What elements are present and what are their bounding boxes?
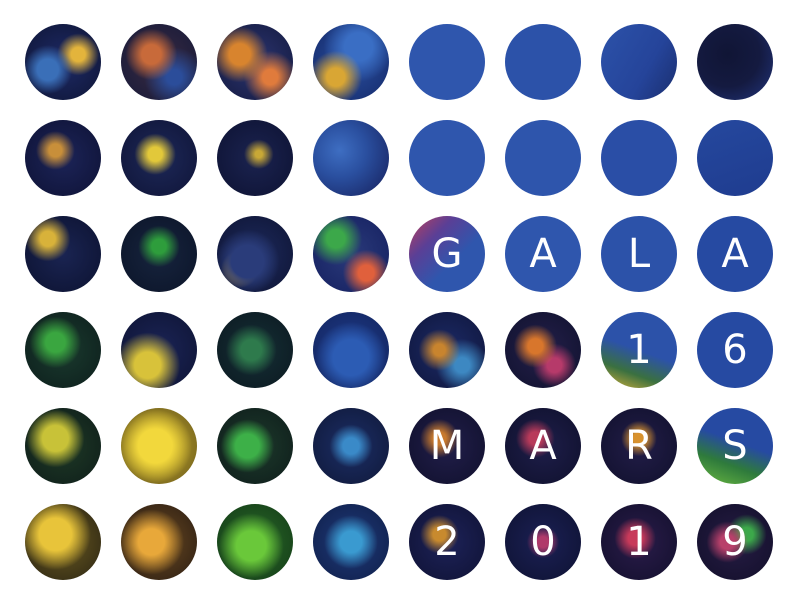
blue-circle bbox=[409, 120, 485, 196]
glitter-circle bbox=[217, 312, 293, 388]
digit-2: 2 bbox=[434, 519, 460, 565]
number-circle: 0 bbox=[505, 504, 581, 580]
glitter-circle bbox=[121, 120, 197, 196]
blue-circle bbox=[505, 120, 581, 196]
glitter-circle bbox=[121, 24, 197, 100]
letter-circle: A bbox=[505, 408, 581, 484]
number-circle: 6 bbox=[697, 312, 773, 388]
letter-s: S bbox=[722, 423, 748, 469]
glitter-circle bbox=[313, 312, 389, 388]
glitter-circle bbox=[313, 120, 389, 196]
glitter-circle bbox=[217, 24, 293, 100]
digit-6: 6 bbox=[722, 327, 748, 373]
letter-a: A bbox=[721, 231, 749, 277]
letter-circle: A bbox=[505, 216, 581, 292]
blue-circle bbox=[505, 24, 581, 100]
glitter-circle bbox=[121, 216, 197, 292]
letter-a: A bbox=[529, 231, 557, 277]
glitter-circle bbox=[409, 312, 485, 388]
glitter-circle bbox=[25, 408, 101, 484]
letter-circle: G bbox=[409, 216, 485, 292]
glitter-circle bbox=[217, 120, 293, 196]
letter-r: R bbox=[625, 423, 653, 469]
digit-1: 1 bbox=[626, 327, 652, 373]
glitter-circle bbox=[25, 216, 101, 292]
letter-g: G bbox=[431, 231, 463, 277]
number-circle: 1 bbox=[601, 312, 677, 388]
letter-circle: M bbox=[409, 408, 485, 484]
glitter-circle bbox=[313, 504, 389, 580]
blue-circle bbox=[601, 120, 677, 196]
blue-circle bbox=[409, 24, 485, 100]
glitter-circle bbox=[121, 408, 197, 484]
glitter-circle bbox=[313, 408, 389, 484]
glitter-circle bbox=[25, 312, 101, 388]
glitter-circle bbox=[313, 216, 389, 292]
glitter-circle bbox=[217, 504, 293, 580]
glitter-circle bbox=[121, 312, 197, 388]
letter-circle: S bbox=[697, 408, 773, 484]
letter-circle: A bbox=[697, 216, 773, 292]
number-circle: 9 bbox=[697, 504, 773, 580]
glitter-circle bbox=[313, 24, 389, 100]
digit-0: 0 bbox=[530, 519, 556, 565]
number-circle: 1 bbox=[601, 504, 677, 580]
glitter-circle bbox=[25, 24, 101, 100]
glitter-circle bbox=[25, 120, 101, 196]
glitter-circle bbox=[505, 312, 581, 388]
number-circle: 2 bbox=[409, 504, 485, 580]
navy-circle bbox=[697, 24, 773, 100]
glitter-circle bbox=[25, 504, 101, 580]
letter-m: M bbox=[429, 423, 465, 469]
blue-circle bbox=[697, 120, 773, 196]
letter-circle: R bbox=[601, 408, 677, 484]
letter-l: L bbox=[627, 231, 651, 277]
letter-circle: L bbox=[601, 216, 677, 292]
digit-9: 9 bbox=[722, 519, 748, 565]
glitter-circle bbox=[217, 216, 293, 292]
glitter-circle bbox=[121, 504, 197, 580]
letter-a: A bbox=[529, 423, 557, 469]
blue-circle bbox=[601, 24, 677, 100]
glitter-circle bbox=[217, 408, 293, 484]
digit-1: 1 bbox=[626, 519, 652, 565]
